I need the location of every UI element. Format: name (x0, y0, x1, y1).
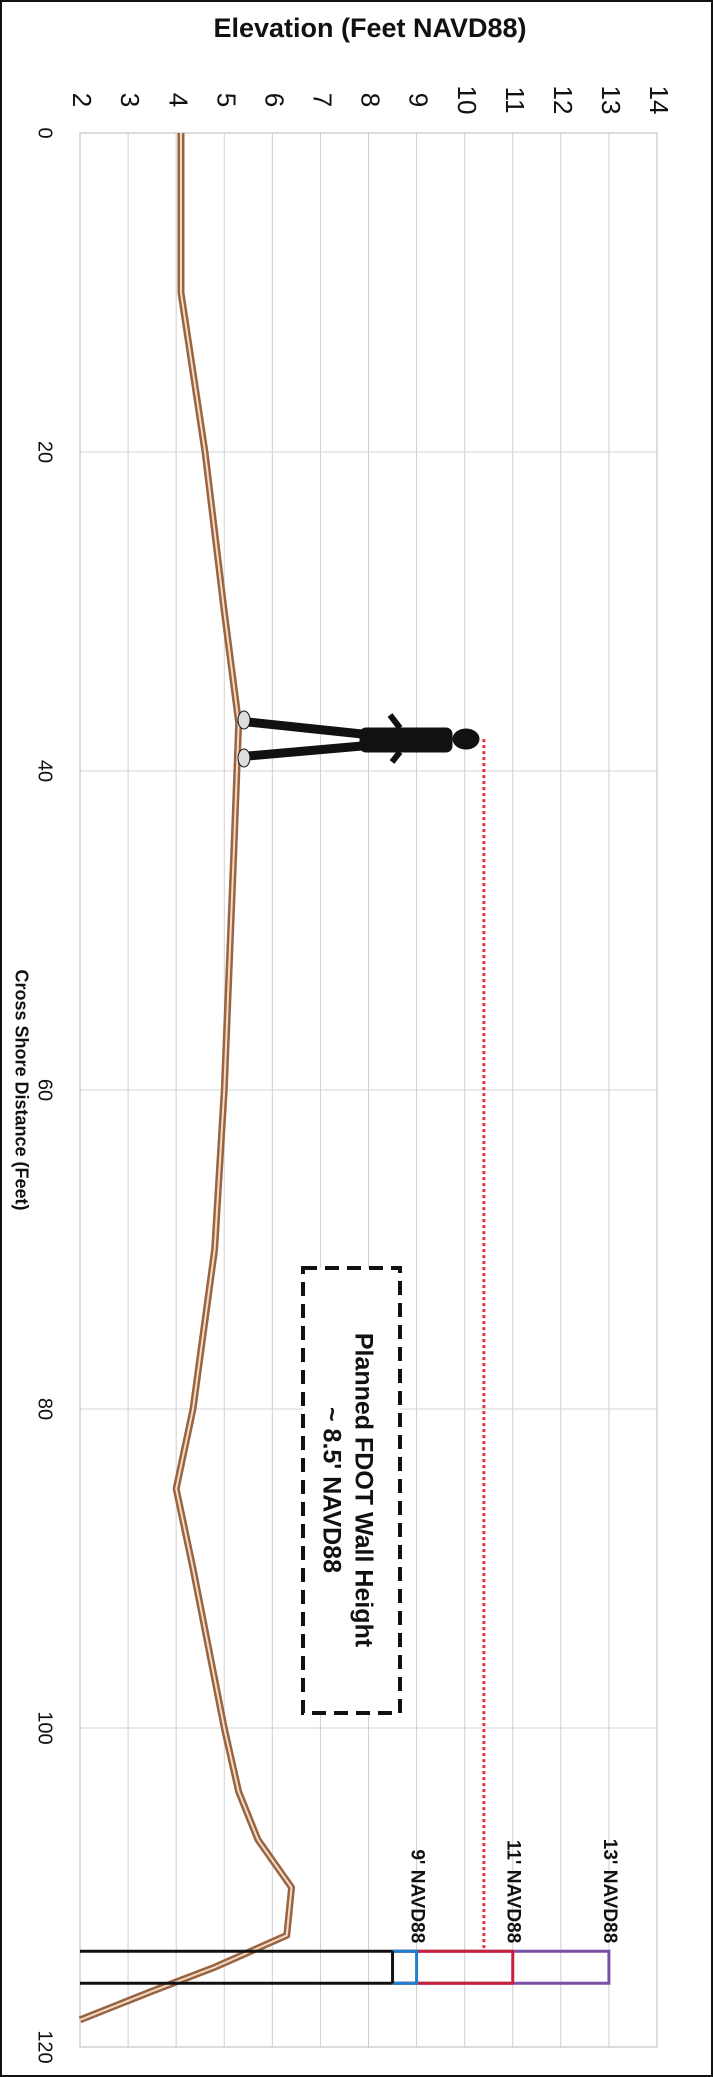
y-tick-label: 3 (115, 93, 145, 107)
level-label: 13' NAVD88 (599, 1839, 620, 1944)
person-arm (387, 713, 403, 730)
chart-title: Elevation (Feet NAVD88) (213, 13, 526, 43)
level-label: 9' NAVD88 (407, 1849, 428, 1943)
y-tick-label: 12 (548, 86, 578, 115)
y-tick-label: 7 (308, 93, 338, 107)
person-torso (359, 727, 453, 753)
y-tick-label: 14 (644, 86, 674, 115)
level-box (392, 1949, 515, 1985)
y-tick-label: 5 (211, 93, 241, 107)
x-axis-label: Cross Shore Distance (Feet) (11, 969, 31, 1210)
person-foot (237, 710, 251, 730)
x-tick-label: 20 (34, 441, 56, 463)
person-leg (247, 741, 363, 761)
y-tick-label: 8 (356, 93, 386, 107)
person-leg (247, 717, 363, 739)
annotation-text: ~ 8.5' NAVD88 (317, 1407, 345, 1573)
level-box (392, 1949, 419, 1985)
plot-area (79, 132, 658, 2048)
y-tick-label: 10 (452, 86, 482, 115)
y-tick-label: 13 (596, 86, 626, 115)
y-tick-label: 2 (67, 93, 97, 107)
person-arm (389, 750, 403, 764)
profile-line-inner (79, 133, 293, 2021)
x-tick-label: 0 (34, 127, 56, 138)
y-tick-label: 6 (259, 93, 289, 107)
x-tick-label: 60 (34, 1079, 56, 1101)
y-tick-label: 11 (500, 87, 530, 114)
person-figure (237, 710, 480, 768)
y-tick-label: 4 (163, 93, 193, 107)
x-tick-label: 80 (34, 1398, 56, 1420)
x-tick-label: 100 (34, 1711, 56, 1744)
annotation-text: Planned FDOT Wall Height (349, 1333, 377, 1648)
x-tick-label: 120 (34, 2030, 56, 2063)
person-foot (237, 748, 251, 768)
annotation-box (301, 1266, 402, 1715)
y-tick-label: 9 (404, 93, 434, 107)
level-label: 11' NAVD88 (503, 1840, 524, 1943)
person-head (452, 728, 480, 750)
x-tick-label: 40 (34, 760, 56, 782)
